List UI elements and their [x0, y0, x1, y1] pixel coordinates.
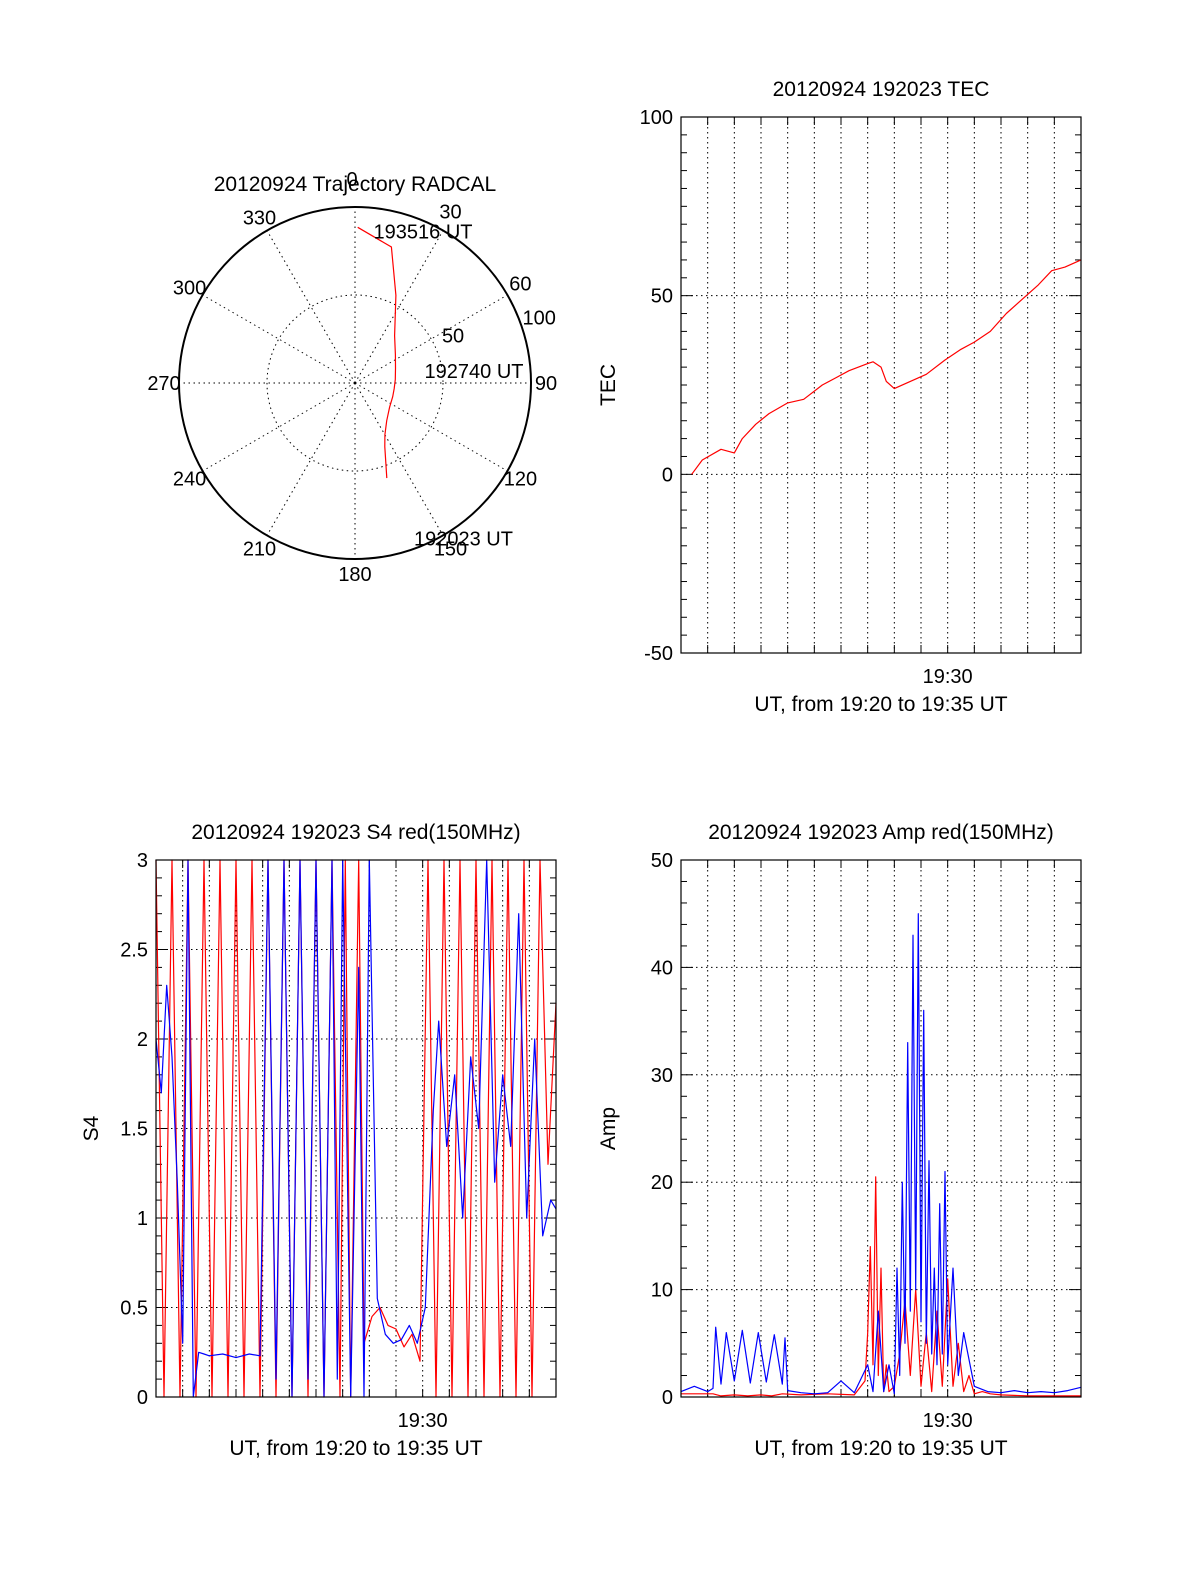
azimuth-label: 240	[173, 469, 206, 491]
azimuth-label: 180	[338, 564, 371, 586]
s4-series-blue	[155, 859, 557, 1398]
y-tick-label: 10	[651, 1280, 673, 1302]
tec-series-red	[691, 259, 1082, 475]
azimuth-label: 270	[147, 373, 180, 395]
tec-plot-frame	[680, 116, 1082, 654]
amp-chart: 0 10 20 30 40 50 19:30 UT, from 19:20 to 19:35 …	[597, 821, 1082, 1460]
x-axis-label: UT, from 19:20 to 19:35 UT	[754, 1437, 1007, 1460]
y-axis-label: S4	[80, 1115, 103, 1141]
y-axis-label: TEC	[597, 364, 620, 406]
y-tick-label: 0.5	[120, 1298, 148, 1320]
y-tick-label: 3	[137, 850, 148, 872]
x-axis-label: UT, from 19:20 to 19:35 UT	[229, 1437, 482, 1460]
amp-series-blue	[680, 913, 1082, 1395]
trajectory-chart: 20120924 Trajectory RADCAL03060901201501…	[147, 169, 557, 586]
y-tick-label: 1	[137, 1208, 148, 1230]
azimuth-label: 60	[509, 274, 531, 296]
trajectory-title: 20120924 Trajectory RADCAL	[214, 173, 497, 196]
azimuth-label: 150	[434, 538, 467, 560]
y-tick-label: 0	[662, 1387, 673, 1409]
x-tick-label: 19:30	[923, 1410, 973, 1432]
x-axis-label: UT, from 19:20 to 19:35 UT	[754, 693, 1007, 716]
polar-spoke	[266, 382, 356, 536]
s4-series-red	[155, 859, 557, 1398]
y-tick-label: 40	[651, 957, 673, 979]
azimuth-label: 210	[243, 538, 276, 560]
trajectory-time-label: 192740 UT	[425, 361, 524, 383]
amp-title: 20120924 192023 Amp red(150MHz)	[708, 821, 1054, 844]
y-tick-label: 30	[651, 1065, 673, 1087]
y-tick-label: 2	[137, 1029, 148, 1051]
y-tick-label: 50	[651, 850, 673, 872]
y-axis-label: Amp	[597, 1107, 620, 1150]
y-tick-label: 100	[640, 107, 673, 129]
trajectory-time-label: 192023 UT	[414, 528, 513, 550]
y-tick-label: -50	[644, 643, 673, 665]
tec-chart: -50 0 50 100 19:30 UT, from 19:20 to 19:35 UT…	[597, 78, 1082, 716]
x-tick-label: 19:30	[923, 666, 973, 688]
amp-series-red	[681, 1176, 1081, 1397]
polar-spoke	[266, 230, 356, 384]
polar-grid-circle	[266, 294, 444, 472]
azimuth-label: 90	[535, 373, 557, 395]
y-tick-label: 50	[651, 286, 673, 308]
trajectory-line	[357, 226, 397, 479]
y-tick-label: 2.5	[120, 940, 148, 962]
polar-spoke	[202, 294, 356, 384]
azimuth-label: 300	[173, 278, 206, 300]
s4-chart: 0 0.5 1 1.5 2 2.5 3 19:30 UT, from 19:20 to 19:3…	[80, 821, 557, 1460]
x-tick-label: 19:30	[398, 1410, 448, 1432]
y-tick-label: 20	[651, 1172, 673, 1194]
s4-title: 20120924 192023 S4 red(150MHz)	[191, 821, 520, 844]
azimuth-label: 120	[504, 469, 537, 491]
radial-label: 50	[442, 326, 464, 348]
polar-spoke	[354, 382, 444, 536]
azimuth-label: 30	[439, 202, 461, 224]
y-tick-label: 0	[137, 1387, 148, 1409]
y-tick-label: 0	[662, 464, 673, 486]
y-tick-label: 1.5	[120, 1119, 148, 1141]
polar-spoke	[202, 382, 356, 472]
s4-plot-frame	[155, 859, 557, 1398]
trajectory-time-label: 193516 UT	[374, 222, 473, 244]
radial-label: 100	[522, 307, 555, 329]
azimuth-label: 330	[243, 208, 276, 230]
azimuth-label: 0	[346, 169, 357, 191]
amp-plot-frame	[680, 859, 1082, 1398]
tec-title: 20120924 192023 TEC	[773, 78, 990, 101]
